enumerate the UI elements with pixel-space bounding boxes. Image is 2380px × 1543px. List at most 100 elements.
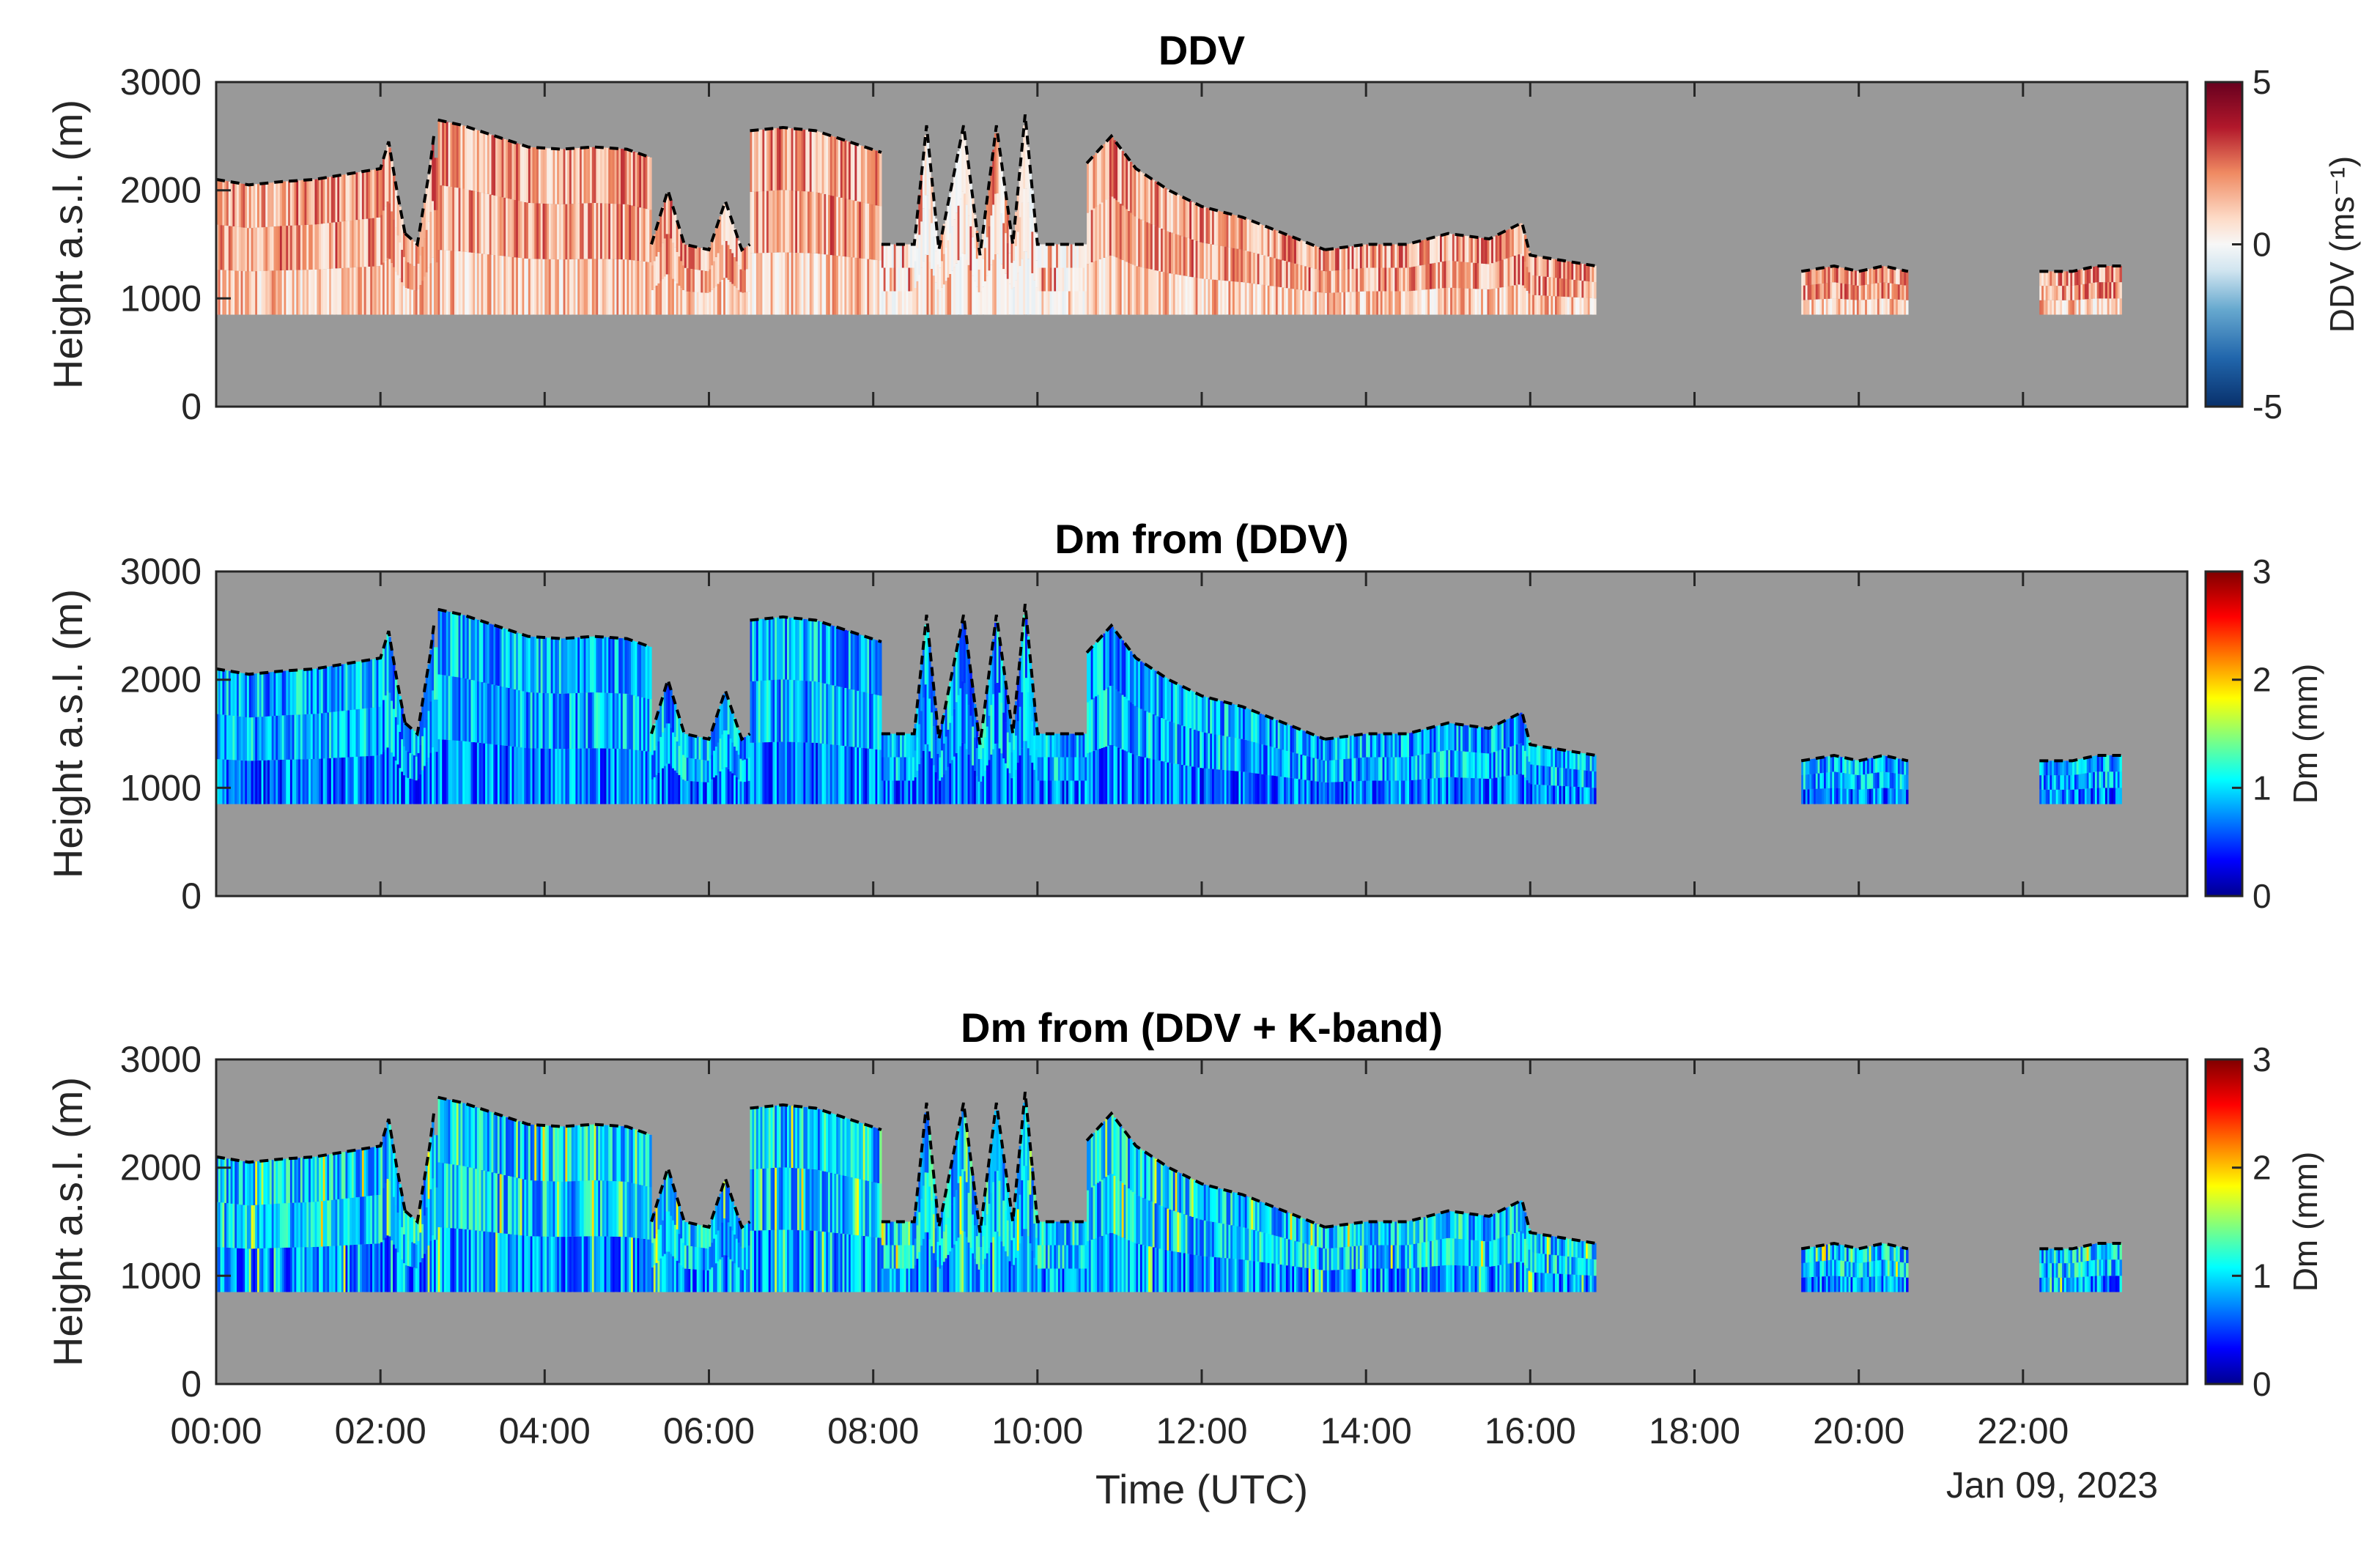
heatmap-cell <box>1836 772 1839 788</box>
heatmap-cell <box>752 253 755 315</box>
heatmap-cell <box>1002 223 1005 270</box>
heatmap-cell <box>257 1205 260 1248</box>
heatmap-cell <box>838 687 841 746</box>
heatmap-cell <box>341 1245 344 1292</box>
heatmap-cell <box>1150 179 1153 224</box>
heatmap-cell <box>1115 632 1118 690</box>
heatmap-cell <box>296 670 299 715</box>
heatmap-cell <box>819 193 823 254</box>
heatmap-cell <box>544 748 547 804</box>
heatmap-cell <box>259 183 262 228</box>
heatmap-cell <box>780 127 783 190</box>
heatmap-cell <box>306 1202 309 1248</box>
heatmap-cell <box>924 624 928 685</box>
heatmap-cell <box>980 292 983 315</box>
heatmap-cell <box>1896 758 1899 774</box>
heatmap-cell <box>744 737 747 760</box>
heatmap-cell <box>1195 204 1198 241</box>
heatmap-cell <box>284 270 287 315</box>
heatmap-cell <box>990 655 993 706</box>
heatmap-cell <box>926 744 929 804</box>
heatmap-cell <box>267 270 270 315</box>
heatmap-cell <box>563 259 566 315</box>
heatmap-cell <box>785 190 788 253</box>
heatmap-cell <box>1107 629 1110 688</box>
heatmap-cell <box>846 256 849 315</box>
heatmap-cell <box>1041 733 1044 758</box>
heatmap-cell <box>1390 267 1394 292</box>
heatmap-cell <box>1167 189 1169 232</box>
heatmap-cell <box>961 620 964 681</box>
heatmap-cell <box>744 248 747 270</box>
heatmap-cell <box>314 179 317 225</box>
heatmap-cell <box>832 255 835 315</box>
heatmap-cell <box>1043 757 1046 781</box>
heatmap-cell <box>1883 298 1886 315</box>
heatmap-cell <box>1121 695 1125 750</box>
heatmap-cell <box>959 141 962 199</box>
heatmap-cell <box>1358 780 1361 804</box>
heatmap-cell <box>555 259 558 315</box>
panel-title: Dm from (DDV) <box>1054 516 1348 562</box>
heatmap-cell <box>709 269 712 292</box>
heatmap-cell <box>1290 752 1293 778</box>
heatmap-cell <box>1405 244 1408 268</box>
heatmap-cell <box>1855 774 1858 790</box>
heatmap-cell <box>795 190 798 253</box>
heatmap-cell <box>401 739 404 772</box>
heatmap-cell <box>1575 786 1578 804</box>
heatmap-cell <box>465 189 468 252</box>
heatmap-cell <box>1471 778 1474 804</box>
heatmap-cell <box>516 689 519 747</box>
heatmap-cell <box>393 219 396 267</box>
heatmap-cell <box>906 244 909 268</box>
heatmap-cell <box>1139 267 1143 315</box>
heatmap-cell <box>507 629 511 688</box>
heatmap-cell <box>1553 766 1556 786</box>
heatmap-cell <box>1035 260 1038 288</box>
heatmap-cell <box>476 253 480 315</box>
heatmap-cell <box>1269 717 1272 747</box>
heatmap-cell <box>557 638 560 694</box>
heatmap-cell <box>499 196 503 256</box>
heatmap-cell <box>1066 244 1069 268</box>
heatmap-cell <box>1875 299 1878 315</box>
heatmap-cell <box>2068 789 2071 804</box>
heatmap-cell <box>1487 728 1490 754</box>
heatmap-cell <box>251 761 254 804</box>
heatmap-cell <box>358 708 361 757</box>
heatmap-cell <box>1282 260 1285 288</box>
heatmap-cell <box>990 754 993 804</box>
heatmap-cell <box>547 748 550 804</box>
heatmap-cell <box>1339 737 1342 760</box>
precip-top-segment <box>1800 753 1909 763</box>
heatmap-cell <box>1128 700 1131 752</box>
heatmap-cell <box>2070 286 2073 300</box>
heatmap-cell <box>259 760 262 804</box>
heatmap-cell <box>284 1158 287 1204</box>
heatmap-cell <box>614 148 617 204</box>
heatmap-cell <box>1105 631 1108 689</box>
heatmap-cell <box>569 259 572 315</box>
heatmap-cell <box>931 666 934 713</box>
heatmap-cell <box>279 760 283 804</box>
heatmap-cell <box>1421 730 1424 755</box>
heatmap-cell <box>411 729 414 755</box>
heatmap-cell <box>1454 750 1457 777</box>
heatmap-cell <box>1144 664 1147 711</box>
heatmap-cell <box>805 619 808 681</box>
heatmap-cell <box>1523 261 1527 289</box>
heatmap-cell <box>1066 780 1069 804</box>
heatmap-cell <box>1448 260 1451 288</box>
heatmap-cell <box>271 1248 275 1292</box>
heatmap-cell <box>871 259 874 315</box>
heatmap-cell <box>725 693 728 730</box>
heatmap-cell <box>836 627 839 687</box>
heatmap-cell <box>649 751 652 804</box>
heatmap-cell <box>972 237 975 276</box>
heatmap-cell <box>777 252 780 315</box>
heatmap-cell <box>1836 756 1839 772</box>
heatmap-cell <box>339 711 342 758</box>
heatmap-cell <box>429 263 432 315</box>
heatmap-cell <box>404 724 408 751</box>
